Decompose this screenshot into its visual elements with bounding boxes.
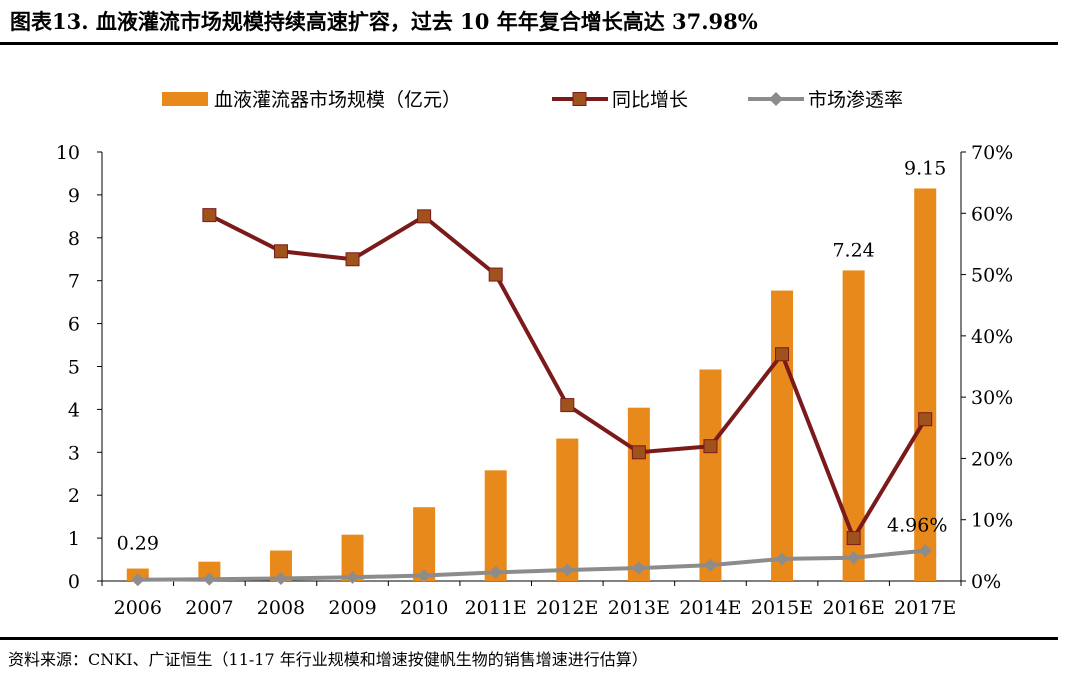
- left-tick-label: 7: [68, 271, 80, 293]
- x-tick-label: 2013E: [608, 597, 670, 619]
- right-tick-label: 30%: [971, 387, 1013, 409]
- series-marker: [274, 572, 288, 586]
- bar: [341, 534, 364, 581]
- left-tick-label: 9: [68, 185, 80, 207]
- x-tick-label: 2007: [185, 597, 233, 619]
- x-tick-label: 2016E: [823, 597, 885, 619]
- x-tick-label: 2015E: [751, 597, 813, 619]
- series-marker: [489, 565, 503, 579]
- bar: [269, 550, 292, 581]
- right-tick-label: 70%: [971, 142, 1013, 164]
- series-marker: [273, 244, 288, 259]
- bar: [627, 407, 650, 581]
- bar: [842, 270, 865, 581]
- series-marker: [345, 252, 360, 267]
- series-marker: [488, 267, 503, 282]
- series-marker: [846, 531, 861, 546]
- left-tick-label: 2: [68, 485, 80, 507]
- bottom-rule: [0, 637, 1058, 640]
- series-marker: [918, 412, 933, 427]
- bar: [413, 507, 436, 581]
- legend-swatch-marker: [572, 92, 587, 106]
- data-label: 7.24: [832, 239, 874, 261]
- series-marker: [417, 568, 431, 582]
- series-marker: [632, 561, 646, 575]
- left-tick-label: 0: [68, 571, 80, 593]
- x-tick-label: 2014E: [679, 597, 741, 619]
- right-tick-label: 50%: [971, 265, 1013, 287]
- left-tick-label: 6: [68, 314, 80, 336]
- data-label: 4.96%: [887, 515, 947, 537]
- bar: [914, 188, 937, 581]
- figure-title: 图表13. 血液灌流市场规模持续高速扩容，过去 10 年年复合增长高达 37.9…: [10, 9, 758, 34]
- series-marker: [131, 573, 145, 587]
- series-line: [137, 548, 926, 582]
- right-tick-label: 10%: [971, 510, 1013, 532]
- legend-label: 市场渗透率: [808, 89, 903, 111]
- left-tick-label: 1: [68, 528, 80, 550]
- bar: [699, 369, 722, 581]
- left-tick-label: 4: [68, 399, 80, 421]
- legend: 血液灌流器市场规模（亿元） 同比增长 市场渗透率: [162, 89, 903, 111]
- data-label: 9.15: [904, 157, 946, 179]
- bar: [771, 290, 794, 581]
- series-marker: [346, 570, 360, 584]
- series-marker: [847, 551, 861, 565]
- left-tick-label: 10: [56, 142, 80, 164]
- x-tick-label: 2017E: [894, 597, 956, 619]
- bar-series: [126, 188, 937, 581]
- x-tick-label: 2010: [400, 597, 448, 619]
- series-marker: [775, 552, 789, 566]
- series-marker: [560, 398, 575, 413]
- series-marker: [918, 544, 932, 558]
- line-series: [131, 208, 933, 587]
- series-marker: [560, 563, 574, 577]
- series-marker: [202, 208, 217, 223]
- left-tick-label: 5: [68, 357, 80, 379]
- right-tick-label: 0%: [971, 571, 1001, 593]
- right-tick-label: 60%: [971, 203, 1013, 225]
- x-tick-label: 2012E: [536, 597, 598, 619]
- series-marker: [775, 347, 790, 362]
- series-marker: [703, 558, 717, 572]
- source-note: 资料来源：CNKI、广证恒生（11-17 年行业规模和增速按健帆生物的销售增速进…: [8, 650, 648, 669]
- series-marker: [202, 572, 216, 586]
- series-marker: [417, 209, 432, 224]
- x-tick-label: 2006: [114, 597, 162, 619]
- bar: [484, 470, 507, 581]
- data-label: 0.29: [117, 533, 159, 555]
- x-tick-label: 2011E: [465, 597, 527, 619]
- legend-swatch-bar: [162, 92, 208, 106]
- left-tick-label: 3: [68, 442, 80, 464]
- series-marker: [631, 445, 646, 460]
- legend-label: 血液灌流器市场规模（亿元）: [214, 89, 461, 111]
- right-tick-label: 20%: [971, 448, 1013, 470]
- bar: [556, 438, 579, 581]
- legend-label: 同比增长: [612, 89, 688, 111]
- legend-swatch-marker: [769, 92, 783, 106]
- x-tick-label: 2008: [257, 597, 305, 619]
- left-tick-label: 8: [68, 228, 80, 250]
- data-labels: 0.29 7.24 9.15 4.96%: [117, 157, 948, 554]
- right-tick-label: 40%: [971, 326, 1013, 348]
- series-marker: [703, 439, 718, 454]
- axes: 0 1 2 3 4 5 6 7 8 9 10 0% 10% 20% 30% 40% 50% 60% 70% 2006 2…: [56, 142, 1013, 619]
- top-rule: [0, 42, 1058, 45]
- bar: [198, 561, 221, 581]
- x-tick-label: 2009: [328, 597, 376, 619]
